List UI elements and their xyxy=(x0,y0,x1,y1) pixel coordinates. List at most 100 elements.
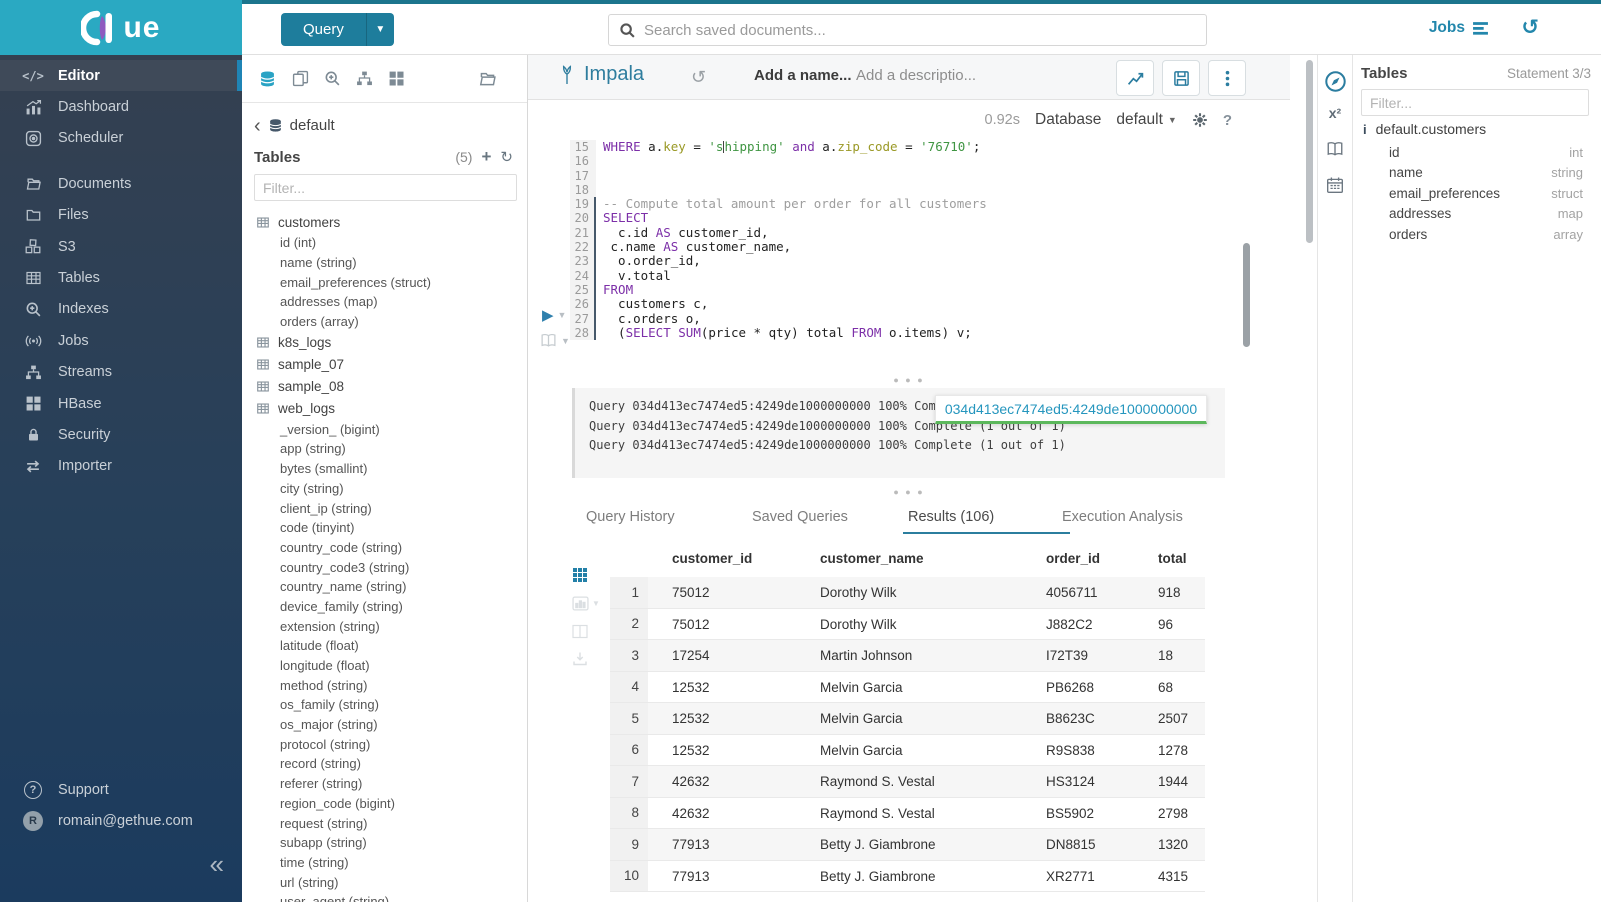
database-assist-icon[interactable] xyxy=(258,70,277,88)
back-chevron-icon[interactable]: ‹ xyxy=(254,114,261,137)
query-name-field[interactable]: Add a name... xyxy=(754,67,852,84)
code-line-28[interactable]: 28 (SELECT SUM(price * qty) total FROM o… xyxy=(570,325,987,341)
column-header-total[interactable]: total xyxy=(1158,551,1187,566)
editor-history-icon[interactable]: ↺ xyxy=(691,67,707,87)
table-item[interactable]: sample_07 xyxy=(242,353,527,375)
search-input[interactable] xyxy=(644,21,1164,39)
sidebar-item-documents[interactable]: Documents xyxy=(0,168,242,199)
column-item[interactable]: country_code3 (string) xyxy=(280,559,410,575)
table-row[interactable]: 6 12532 Melvin Garcia R9S838 1278 xyxy=(610,734,1205,766)
column-header-customer_id[interactable]: customer_id xyxy=(672,551,753,566)
column-item[interactable]: device_family (string) xyxy=(280,598,403,614)
code-line-19[interactable]: 19 -- Compute total amount per order for … xyxy=(570,197,987,212)
execute-control[interactable]: ▶ ▼ xyxy=(542,306,566,324)
column-item[interactable]: code (tinyint) xyxy=(280,520,355,536)
sidebar-item-tables[interactable]: Tables xyxy=(0,262,242,293)
code-line-22[interactable]: 22 c.name AS customer_name, xyxy=(570,239,987,255)
column-item[interactable]: addresses (map) xyxy=(280,294,378,310)
column-item[interactable]: record (string) xyxy=(280,756,361,772)
editor-scrollbar[interactable] xyxy=(1243,243,1250,347)
sidebar-item-indexes[interactable]: Indexes xyxy=(0,294,242,325)
support-link[interactable]: ? Support xyxy=(0,774,242,805)
column-header-order_id[interactable]: order_id xyxy=(1046,551,1101,566)
column-item[interactable]: _version_ (bigint) xyxy=(280,421,380,437)
code-line-25[interactable]: 25 FROM xyxy=(570,282,987,298)
schedule-calendar-icon[interactable] xyxy=(1318,176,1352,194)
sidebar-item-importer[interactable]: Importer xyxy=(0,451,242,482)
zoom-assist-icon[interactable] xyxy=(324,70,341,87)
resize-handle-top[interactable]: ● ● ● xyxy=(893,375,925,385)
sidebar-item-security[interactable]: Security xyxy=(0,419,242,450)
code-line-21[interactable]: 21 c.id AS customer_id, xyxy=(570,225,987,241)
column-item[interactable]: protocol (string) xyxy=(280,736,371,752)
schema-column-row[interactable]: name string xyxy=(1353,165,1601,185)
sidebar-item-editor[interactable]: </> Editor xyxy=(0,60,242,92)
table-row[interactable]: 10 77913 Betty J. Giambrone XR2771 4315 xyxy=(610,860,1205,892)
table-item[interactable]: web_logs xyxy=(242,397,527,419)
code-line-23[interactable]: 23 o.order_id, xyxy=(570,254,987,269)
column-item[interactable]: name (string) xyxy=(280,255,357,271)
settings-gear-icon[interactable] xyxy=(1192,112,1208,128)
chart-view-icon[interactable]: ▼ xyxy=(572,596,600,611)
chart-button[interactable] xyxy=(1116,60,1154,96)
code-line-17[interactable]: 17 xyxy=(570,168,987,183)
query-description-field[interactable]: Add a descriptio... xyxy=(856,67,977,84)
column-item[interactable]: time (string) xyxy=(280,854,349,870)
tab-query-history[interactable]: Query History xyxy=(586,509,675,525)
documents-assist-icon[interactable] xyxy=(292,70,309,87)
column-item[interactable]: client_ip (string) xyxy=(280,500,372,516)
table-item[interactable]: sample_08 xyxy=(242,375,527,397)
download-icon[interactable] xyxy=(572,651,588,667)
column-item[interactable]: user_agent (string) xyxy=(280,894,390,902)
sql-code-editor[interactable]: 15 WHERE a.key = 'shipping' and a.zip_cod… xyxy=(570,139,987,341)
more-options-button[interactable] xyxy=(1208,60,1246,96)
schema-column-row[interactable]: email_preferences struct xyxy=(1353,186,1601,206)
database-select[interactable]: default ▼ xyxy=(1116,111,1176,129)
new-query-button[interactable]: Query ▼ xyxy=(281,13,394,46)
schema-column-row[interactable]: id int xyxy=(1353,145,1601,165)
column-item[interactable]: extension (string) xyxy=(280,618,380,634)
help-icon[interactable]: ? xyxy=(1222,111,1232,129)
tab-results-106[interactable]: Results (106) xyxy=(908,509,995,525)
table-row[interactable]: 5 12532 Melvin Garcia B8623C 2507 xyxy=(610,703,1205,735)
resize-handle-bottom[interactable]: ● ● ● xyxy=(893,487,925,497)
column-item[interactable]: country_code (string) xyxy=(280,539,403,555)
column-item[interactable]: app (string) xyxy=(280,441,346,457)
columns-view-icon[interactable] xyxy=(572,624,588,639)
column-item[interactable]: latitude (float) xyxy=(280,638,359,654)
query-button-label[interactable]: Query xyxy=(303,21,344,38)
column-item[interactable]: id (int) xyxy=(280,235,317,251)
query-id-popover[interactable]: 034d413ec7474ed5:4249de1000000000 xyxy=(935,395,1207,424)
column-item[interactable]: request (string) xyxy=(280,815,368,831)
refresh-icon[interactable]: ↻ xyxy=(500,149,513,166)
column-header-customer_name[interactable]: customer_name xyxy=(820,551,924,566)
database-breadcrumb[interactable]: ‹ default xyxy=(242,103,527,138)
column-item[interactable]: method (string) xyxy=(280,677,368,693)
execute-caret-icon[interactable]: ▼ xyxy=(557,310,567,320)
code-line-18[interactable]: 18 xyxy=(570,182,987,198)
functions-icon[interactable]: x² xyxy=(1328,105,1342,121)
query-history-icon[interactable]: ↺ xyxy=(1521,16,1539,39)
column-item[interactable]: email_preferences (struct) xyxy=(280,274,431,290)
logo-area[interactable]: ue xyxy=(0,0,242,55)
presentation-mode-control[interactable]: ▼ xyxy=(540,333,570,348)
column-item[interactable]: country_name (string) xyxy=(280,579,407,595)
language-reference-icon[interactable] xyxy=(1318,141,1352,157)
add-table-icon[interactable]: + xyxy=(481,147,492,166)
play-icon[interactable]: ▶ xyxy=(542,307,554,324)
sitemap-assist-icon[interactable] xyxy=(356,70,373,87)
code-line-16[interactable]: 16 xyxy=(570,154,987,169)
save-button[interactable] xyxy=(1162,60,1200,96)
column-item[interactable]: longitude (float) xyxy=(280,658,370,674)
tab-saved-queries[interactable]: Saved Queries xyxy=(752,509,848,525)
column-item[interactable]: bytes (smallint) xyxy=(280,461,368,477)
table-row[interactable]: 7 42632 Raymond S. Vestal HS3124 1944 xyxy=(610,766,1205,798)
schema-column-row[interactable]: orders array xyxy=(1353,227,1601,247)
column-item[interactable]: os_major (string) xyxy=(280,717,378,733)
book-caret-icon[interactable]: ▼ xyxy=(561,335,570,346)
table-row[interactable]: 3 17254 Martin Johnson I72T39 18 xyxy=(610,640,1205,672)
code-line-27[interactable]: 27 c.orders o, xyxy=(570,311,987,326)
sidebar-item-dashboard[interactable]: Dashboard xyxy=(0,91,242,122)
collapse-sidebar-icon[interactable]: « xyxy=(209,849,224,879)
info-icon[interactable]: i xyxy=(1363,121,1367,137)
